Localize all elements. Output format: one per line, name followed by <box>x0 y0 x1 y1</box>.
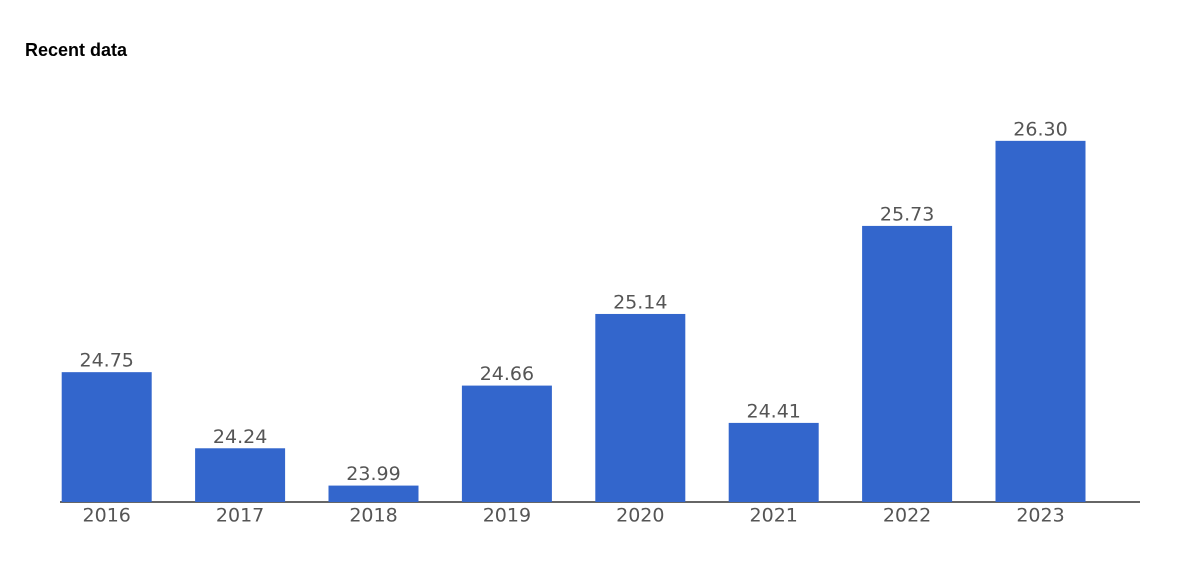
x-tick-label: 2022 <box>883 505 931 527</box>
data-label: 24.75 <box>79 350 133 372</box>
data-label: 25.14 <box>613 291 667 313</box>
x-tick-label: 2020 <box>616 505 664 527</box>
x-tick-label: 2023 <box>1016 505 1064 527</box>
x-tick-label: 2019 <box>483 505 531 527</box>
data-label: 24.41 <box>746 400 800 422</box>
bar <box>461 385 552 502</box>
bar <box>862 225 953 502</box>
x-tick-label: 2016 <box>83 505 131 527</box>
chart-title: Recent data <box>25 40 128 60</box>
x-tick-label: 2018 <box>349 505 397 527</box>
data-label: 24.24 <box>213 426 267 448</box>
data-label: 26.30 <box>1013 118 1067 140</box>
bar <box>728 422 819 502</box>
data-label: 25.73 <box>880 203 934 225</box>
x-tick-label: 2021 <box>750 505 798 527</box>
bar <box>595 313 686 502</box>
data-label: 23.99 <box>346 463 400 485</box>
bar <box>61 372 152 502</box>
bar <box>195 448 286 502</box>
bar <box>328 485 419 502</box>
bar <box>995 140 1086 502</box>
x-tick-label: 2017 <box>216 505 264 527</box>
data-label: 24.66 <box>480 363 534 385</box>
